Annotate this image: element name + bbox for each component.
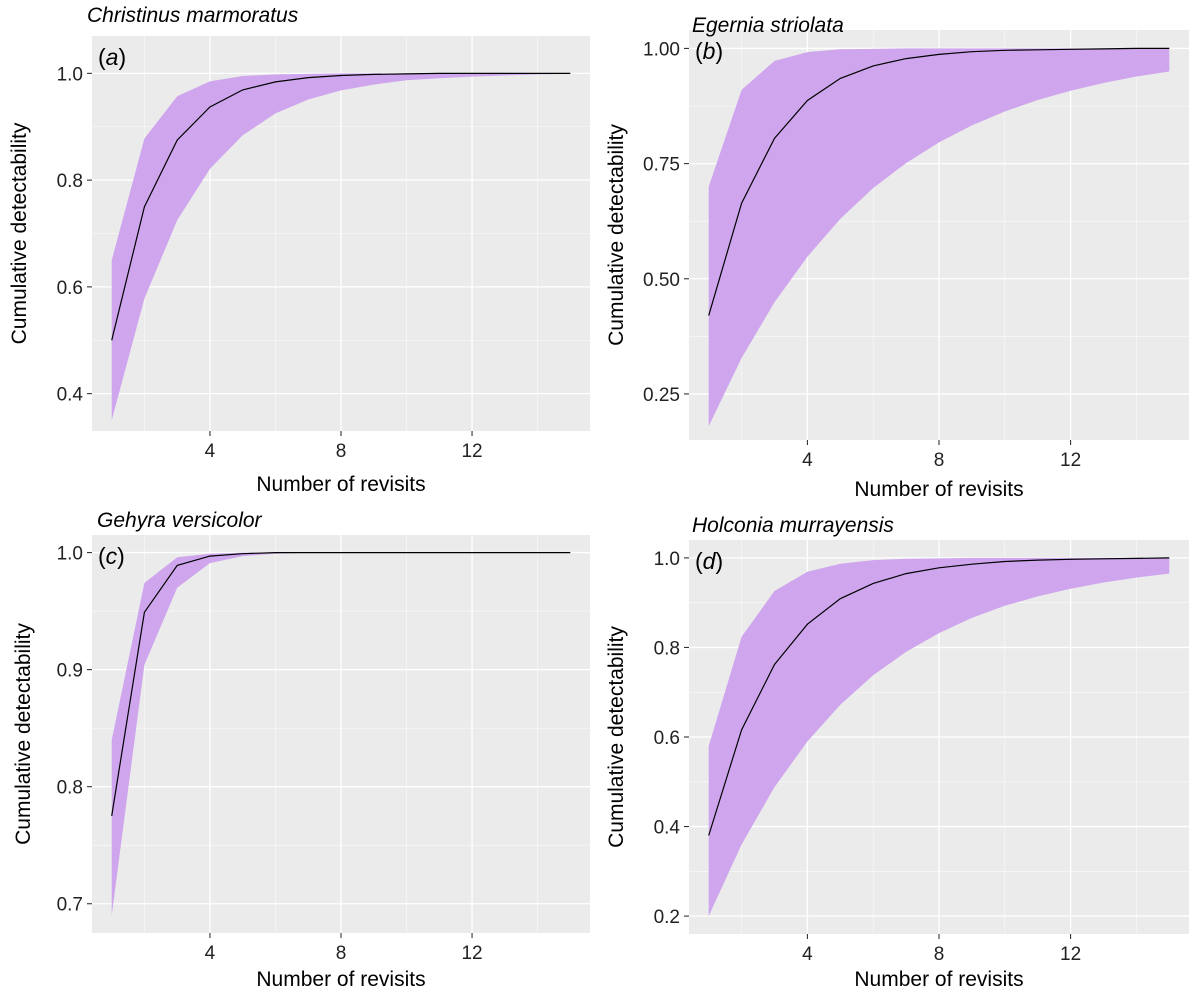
mean-line — [111, 72, 571, 341]
mean-line — [708, 557, 1170, 836]
panel-c: 4 8 12 0.7 0.8 0.9 1.0 Gehyra versicolor (c) Numb… — [12, 509, 590, 991]
y-tick-label: 1.0 — [57, 64, 83, 85]
panel-letter: (a) — [98, 44, 126, 70]
y-tick-label: 0.75 — [643, 155, 680, 176]
panel-b: 4 8 12 0.25 0.50 0.75 1.00 Egernia striolata(b)… — [605, 14, 1189, 501]
panel-letter: (b) — [695, 38, 723, 64]
panel-letter: (c) — [98, 543, 125, 569]
y-tick-label: 0.8 — [654, 638, 680, 659]
x-tick-label: 4 — [205, 943, 216, 964]
panel-title: Egernia striolata — [692, 14, 844, 37]
y-tick-label: 1.0 — [57, 544, 83, 565]
y-axis-label: Cumulative detectability — [605, 124, 628, 346]
y-tick-label: 0.6 — [57, 278, 83, 299]
x-tick-label: 12 — [461, 943, 482, 964]
x-tick-label: 8 — [336, 441, 347, 462]
x-axis-label: Number of revisits — [854, 478, 1023, 501]
y-tick-label: 0.4 — [57, 385, 84, 406]
panel-a: 4 8 12 0.4 0.6 0.8 1.0 Christinus marmoratus (a)… — [8, 4, 590, 496]
panel-title: Gehyra versicolor — [97, 509, 263, 532]
y-tick-label: 0.50 — [643, 270, 680, 291]
x-axis-label: Number of revisits — [854, 968, 1023, 991]
x-tick-label: 4 — [802, 450, 813, 471]
x-tick-label: 8 — [336, 943, 347, 964]
y-tick-label: 0.8 — [57, 778, 83, 799]
mean-line — [708, 47, 1170, 316]
x-axis-label: Number of revisits — [256, 968, 425, 991]
y-tick-label: 1.00 — [643, 39, 680, 60]
x-tick-label: 8 — [934, 944, 945, 965]
y-axis-label: Cumulative detectability — [8, 122, 31, 344]
x-tick-label: 12 — [1060, 450, 1081, 471]
y-tick-label: 0.25 — [643, 385, 680, 406]
y-tick-label: 0.6 — [654, 728, 680, 749]
y-tick-label: 0.9 — [57, 661, 83, 682]
y-tick-label: 1.0 — [654, 549, 680, 570]
y-tick-label: 0.4 — [654, 818, 681, 839]
mean-line — [111, 551, 571, 816]
confidence-band — [708, 557, 1170, 917]
panel-title: Christinus marmoratus — [87, 4, 299, 27]
x-tick-label: 12 — [1060, 944, 1081, 965]
y-axis-label: Cumulative detectability — [605, 626, 628, 848]
y-tick-label: 0.7 — [57, 895, 83, 916]
x-tick-label: 4 — [802, 944, 813, 965]
confidence-band — [708, 48, 1170, 427]
panel-title: Holconia murrayensis — [692, 514, 894, 537]
x-tick-label: 4 — [205, 441, 216, 462]
x-tick-label: 8 — [934, 450, 945, 471]
x-axis-label: Number of revisits — [256, 473, 425, 496]
y-tick-label: 0.2 — [654, 907, 680, 928]
confidence-band — [111, 552, 571, 916]
panel-letter: (d) — [695, 548, 723, 574]
y-tick-label: 0.8 — [57, 171, 83, 192]
panel-d: 4 8 12 0.2 0.4 0.6 0.8 1.0 Holconia murrayensis (… — [605, 514, 1189, 991]
x-tick-label: 12 — [461, 441, 482, 462]
y-axis-label: Cumulative detectability — [12, 623, 35, 845]
